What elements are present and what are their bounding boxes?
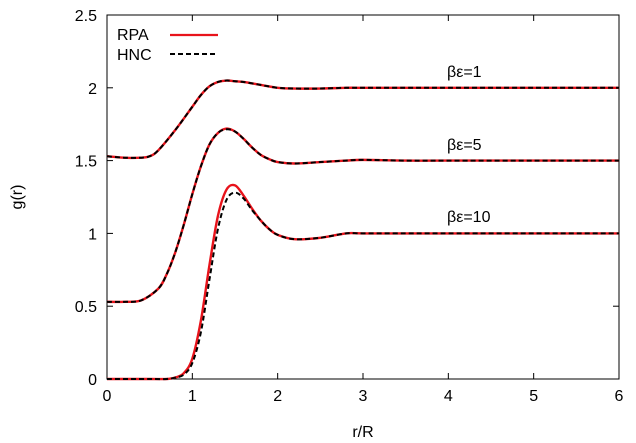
- tick-labels: 0 1 2 3 4 5 6 0 0.5 1 1.5 2 2.5: [75, 8, 624, 405]
- y-tick-label: 0.5: [75, 299, 97, 316]
- x-tick-label: 1: [188, 388, 197, 405]
- annotation-be1: βε=1: [447, 64, 482, 81]
- x-tick-label: 3: [359, 388, 368, 405]
- legend-label-rpa: RPA: [117, 27, 149, 44]
- x-tick-label: 5: [529, 388, 538, 405]
- y-tick-label: 2: [88, 81, 97, 98]
- x-tick-label: 0: [103, 388, 112, 405]
- series-line-hnc-5: [106, 191, 619, 381]
- series-line-hnc-1: [106, 79, 619, 159]
- legend: RPA HNC: [117, 27, 218, 64]
- y-tick-label: 0: [88, 372, 97, 389]
- annotation-be10: βε=10: [447, 209, 491, 226]
- y-tick-label: 1.5: [75, 154, 97, 171]
- series-line-rpa-4: [106, 183, 619, 381]
- annotations: βε=1 βε=5 βε=10: [447, 64, 491, 226]
- y-tick-label: 2.5: [75, 8, 97, 25]
- x-tick-label: 2: [273, 388, 282, 405]
- series-line-hnc-3: [106, 128, 619, 303]
- x-tick-label: 6: [615, 388, 624, 405]
- axis-ticks: [106, 14, 620, 380]
- series-line-rpa-2: [106, 127, 619, 304]
- y-axis-label: g(r): [9, 185, 26, 210]
- series-layer: [106, 79, 619, 381]
- plot-frame: [106, 14, 620, 380]
- x-axis-label: r/R: [352, 424, 373, 441]
- x-tick-label: 4: [444, 388, 453, 405]
- annotation-be5: βε=5: [447, 137, 482, 154]
- legend-label-hnc: HNC: [117, 47, 152, 64]
- y-tick-label: 1: [88, 226, 97, 243]
- series-line-rpa-0: [106, 79, 619, 160]
